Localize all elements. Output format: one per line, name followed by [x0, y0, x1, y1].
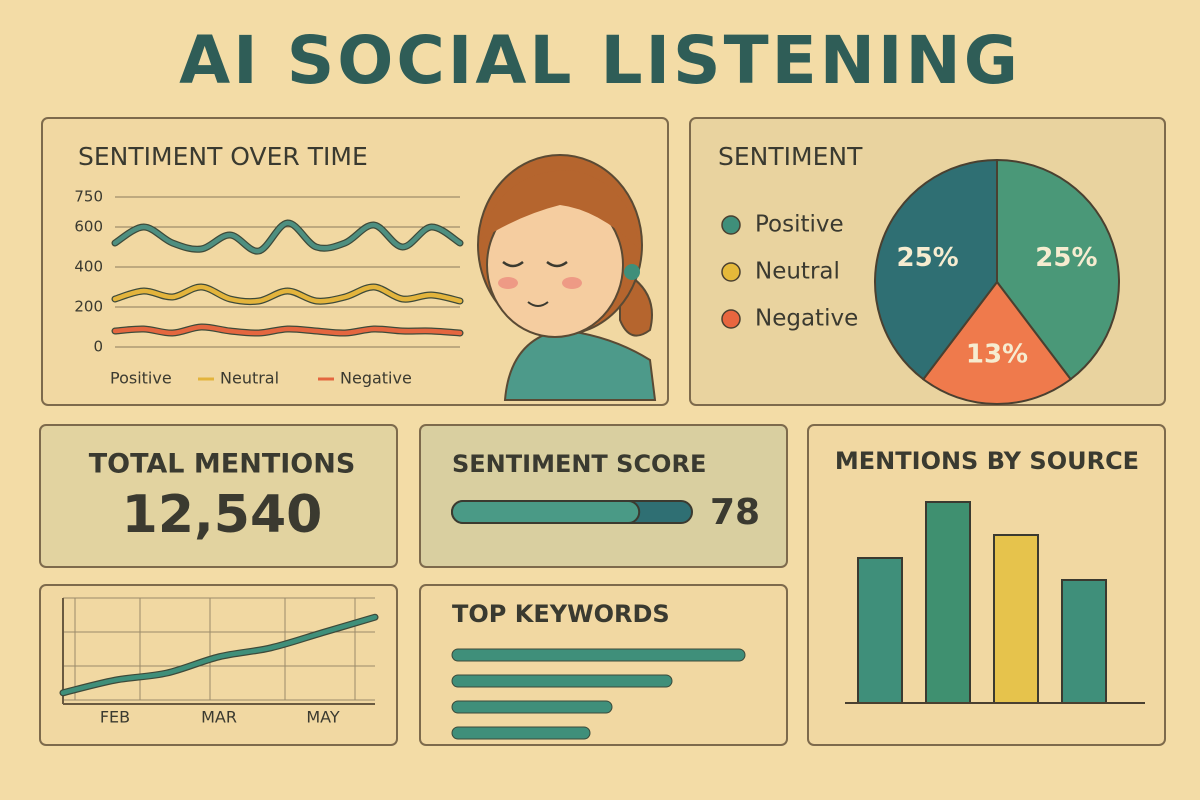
bar [451, 648, 746, 662]
legend-label: Negative [340, 369, 412, 388]
legend-label: Neutral [755, 259, 840, 285]
legend-label: Negative [755, 306, 858, 332]
legend-label: Neutral [220, 369, 279, 388]
gauge-fill [451, 500, 641, 524]
bar [993, 534, 1039, 704]
line-series [112, 220, 463, 254]
x-tick-label: MAR [201, 708, 237, 727]
y-tick-label: 600 [74, 218, 103, 236]
bar [451, 726, 591, 740]
pie-slice [921, 280, 1073, 405]
panel-title: SENTIMENT SCORE [452, 450, 706, 478]
legend-label: Positive [755, 212, 844, 238]
y-tick-label: 750 [74, 188, 103, 206]
girl-illustration [477, 154, 657, 401]
panel [419, 424, 788, 568]
panel-title: SENTIMENT [718, 142, 863, 171]
x-tick-label: FEB [100, 708, 130, 727]
slice-label: 25% [896, 243, 958, 273]
bar [857, 557, 903, 704]
x-tick-label: MAY [306, 708, 340, 727]
kpi-value: 12,540 [122, 485, 323, 545]
bar [925, 501, 971, 704]
panel-title: SENTIMENT OVER TIME [78, 142, 368, 171]
page-title: AI SOCIAL LISTENING [179, 22, 1021, 99]
y-tick-label: 0 [93, 338, 103, 356]
y-tick-label: 200 [74, 298, 103, 316]
pie-slice [996, 158, 1120, 381]
panel-title: MENTIONS BY SOURCE [835, 447, 1139, 475]
kpi-label: TOTAL MENTIONS [89, 449, 356, 480]
bar [451, 674, 673, 688]
legend-swatch [721, 215, 741, 235]
line-series [112, 324, 463, 336]
pie-slice [874, 158, 998, 381]
legend-swatch [721, 309, 741, 329]
slice-label: 25% [1035, 243, 1097, 273]
legend-swatch [721, 262, 741, 282]
bar [1061, 579, 1107, 704]
bar [451, 700, 613, 714]
slice-label: 13% [966, 340, 1028, 370]
y-tick-label: 400 [74, 258, 103, 276]
line-series [112, 284, 463, 304]
panel-title: TOP KEYWORDS [452, 600, 670, 628]
gauge-value: 78 [710, 492, 760, 533]
panel [39, 424, 398, 568]
line-series [60, 614, 378, 696]
legend-label: Positive [110, 369, 172, 388]
